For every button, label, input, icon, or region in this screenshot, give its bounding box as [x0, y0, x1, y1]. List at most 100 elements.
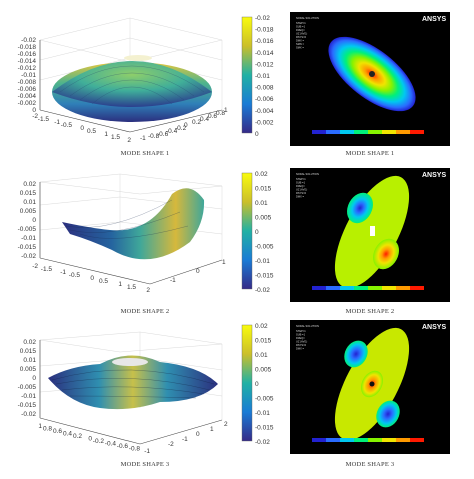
svg-text:0.005: 0.005 [20, 366, 37, 373]
z-axis-ticks: -0.02 -0.018 -0.016 -0.014 -0.012 -0.01 … [18, 37, 37, 114]
mode-shape-1-surface-plot: -0.02 -0.018 -0.016 -0.014 -0.012 -0.01 … [18, 17, 228, 144]
z-tick: -0.02 [21, 37, 36, 44]
svg-text:-0.01: -0.01 [255, 258, 270, 265]
svg-text:-0.02: -0.02 [255, 287, 270, 294]
z-axis-ticks: 0.02 0.015 0.01 0.005 0 -0.005 -0.01 -0.… [18, 181, 37, 260]
y-tick: -0.2 [175, 125, 187, 132]
y-tick: 1 [224, 107, 228, 114]
y-tick: 0.8 [216, 110, 225, 117]
mode-3-mesh [51, 369, 215, 399]
z-tick: -0.012 [18, 65, 37, 72]
svg-text:0: 0 [88, 436, 92, 443]
mode-shape-2-surface-plot: 0.02 0.015 0.01 0.005 0 -0.005 -0.01 -0.… [18, 173, 226, 294]
x-tick: -1 [54, 119, 60, 126]
svg-text:1: 1 [38, 423, 42, 430]
svg-text:RSYS=0: RSYS=0 [296, 343, 307, 347]
svg-text:STEP=1: STEP=1 [296, 329, 306, 333]
svg-text:0.02: 0.02 [255, 323, 268, 330]
svg-text:ANSYS: ANSYS [422, 324, 446, 331]
x-tick: 1 [104, 131, 108, 138]
svg-text:0: 0 [90, 275, 94, 282]
svg-text:0.6: 0.6 [53, 428, 62, 435]
svg-text:-0.4: -0.4 [105, 441, 117, 448]
svg-text:DMX =: DMX = [296, 347, 304, 351]
colorbar-tick: -0.002 [255, 119, 274, 126]
plot-box [39, 17, 223, 133]
y-tick: -1 [140, 135, 146, 142]
x-tick: -1.5 [38, 116, 50, 123]
z-tick: -0.01 [21, 72, 36, 79]
svg-text:-0.5: -0.5 [69, 272, 81, 279]
svg-text:UZ (AVG): UZ (AVG) [296, 32, 307, 36]
svg-text:0.01: 0.01 [23, 357, 36, 364]
ansys-legend-bar [312, 130, 424, 134]
svg-text:1: 1 [210, 426, 214, 433]
svg-text:-0.01: -0.01 [21, 235, 36, 242]
svg-text:0: 0 [196, 431, 200, 438]
y-tick: -0.8 [148, 133, 160, 140]
mode-2-ansys-contour: ANSYS NODAL SOLUTION STEP=1 SUB =1 FREQ=… [290, 168, 450, 302]
x-tick: 2 [127, 137, 131, 144]
svg-text:-1: -1 [144, 448, 150, 455]
mode-2-plot-caption: MODE SHAPE 2 [120, 308, 170, 315]
svg-text:-0.005: -0.005 [18, 384, 37, 391]
svg-text:1: 1 [222, 259, 226, 266]
mode-3-colorbar: 0.02 0.015 0.01 0.005 0 -0.005 -0.01 -0.… [241, 323, 274, 446]
svg-text:UZ (AVG): UZ (AVG) [296, 340, 307, 344]
mode-2-center-node [370, 226, 375, 236]
mode-1-ansys-caption: MODE SHAPE 1 [345, 150, 395, 157]
svg-text:-0.01: -0.01 [21, 393, 36, 400]
y-axis-ticks: -1 -0.8 -0.6 -0.4 -0.2 0 0.2 0.4 0.6 0.8… [140, 107, 228, 142]
svg-text:0.02: 0.02 [23, 181, 36, 188]
svg-text:-1: -1 [60, 269, 66, 276]
mode-2-surface [62, 188, 205, 260]
colorbar-tick: -0.02 [255, 15, 270, 22]
svg-text:0.01: 0.01 [255, 200, 268, 207]
colorbar-tick: -0.004 [255, 108, 274, 115]
x-axis-ticks: -2 -1.5 -1 -0.5 0 0.5 1 1.5 2 [32, 113, 131, 144]
svg-text:SUB =1: SUB =1 [296, 181, 306, 185]
svg-text:2: 2 [224, 421, 228, 428]
svg-text:-2: -2 [168, 441, 174, 448]
svg-text:-0.2: -0.2 [93, 438, 105, 445]
colorbar-tick: -0.006 [255, 96, 274, 103]
svg-text:-0.01: -0.01 [255, 410, 270, 417]
svg-text:1.5: 1.5 [127, 284, 136, 291]
x-axis-ticks: 1 0.8 0.6 0.4 0.2 0 -0.2 -0.4 -0.6 -0.8 … [38, 423, 150, 455]
svg-text:RSYS=0: RSYS=0 [296, 35, 307, 39]
svg-text:0.02: 0.02 [255, 171, 268, 178]
x-axis-ticks: -2 -1.5 -1 -0.5 0 0.5 1 1.5 2 [32, 263, 150, 294]
svg-text:-0.005: -0.005 [255, 396, 274, 403]
svg-text:FREQ=: FREQ= [296, 336, 305, 340]
svg-text:-0.005: -0.005 [18, 226, 37, 233]
svg-text:DMX =: DMX = [296, 39, 304, 43]
x-tick: -0.5 [61, 122, 73, 129]
svg-text:0.005: 0.005 [20, 208, 37, 215]
colorbar-tick: -0.014 [255, 50, 274, 57]
mode-2-ansys-caption: MODE SHAPE 2 [345, 308, 395, 315]
y-tick: 0 [184, 122, 188, 129]
svg-text:STEP=1: STEP=1 [296, 21, 306, 25]
colorbar-tick: -0.01 [255, 73, 270, 80]
y-tick: 0.2 [192, 119, 201, 126]
y-tick: 0.4 [200, 116, 209, 123]
mode-3-ansys-contour: ANSYS NODAL SOLUTION STEP=1 SUB =1 FREQ=… [290, 320, 450, 454]
svg-text:0.015: 0.015 [255, 186, 272, 193]
svg-text:0.01: 0.01 [23, 199, 36, 206]
mode-shape-3-surface-plot: 0.02 0.015 0.01 0.005 0 -0.005 -0.01 -0.… [18, 331, 228, 455]
svg-text:NODAL SOLUTION: NODAL SOLUTION [296, 172, 319, 176]
svg-text:0.015: 0.015 [20, 348, 37, 355]
svg-text:-0.005: -0.005 [255, 244, 274, 251]
z-tick: -0.006 [18, 86, 37, 93]
svg-text:0.8: 0.8 [43, 426, 52, 433]
svg-text:2: 2 [146, 287, 150, 294]
colorbar-tick: 0 [255, 131, 259, 138]
svg-text:0.5: 0.5 [99, 278, 108, 285]
svg-text:0.01: 0.01 [255, 352, 268, 359]
ansys-info: STEP=1 SUB =1 FREQ= UZ (AVG) RSYS=0 DMX … [296, 329, 307, 351]
ansys-legend-bar [312, 438, 424, 442]
z-tick: -0.018 [18, 44, 37, 51]
svg-text:-1: -1 [170, 277, 176, 284]
x-tick: 0.5 [87, 128, 96, 135]
x-tick: -2 [32, 113, 38, 120]
